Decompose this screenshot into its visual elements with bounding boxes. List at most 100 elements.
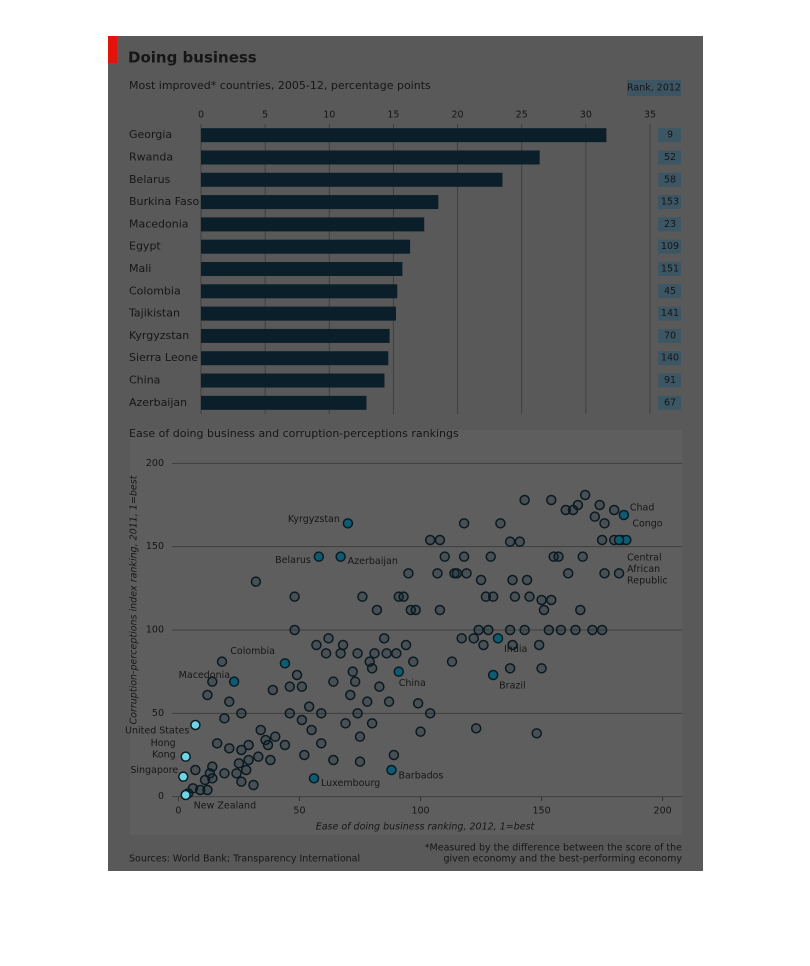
point xyxy=(446,656,458,667)
point xyxy=(279,658,291,669)
point xyxy=(575,604,586,616)
x-tick-label: 10 xyxy=(323,110,335,121)
bar xyxy=(201,239,411,254)
point xyxy=(316,708,327,719)
rank: 23 xyxy=(664,219,676,230)
point-label: Congo xyxy=(632,519,662,530)
bar xyxy=(201,328,390,343)
point xyxy=(538,604,550,616)
rank: 52 xyxy=(664,152,676,163)
point-label: Colombia xyxy=(230,646,275,657)
point xyxy=(323,633,334,644)
point xyxy=(362,696,373,707)
point xyxy=(388,749,400,761)
x-tick-label: 35 xyxy=(644,110,656,121)
rank: 109 xyxy=(661,241,679,252)
bar xyxy=(201,306,396,321)
point xyxy=(398,591,409,602)
x-tick-label: 25 xyxy=(516,110,528,121)
point xyxy=(514,536,526,547)
bar xyxy=(201,284,398,299)
point xyxy=(262,739,274,751)
point xyxy=(536,594,547,606)
point xyxy=(458,551,470,562)
point xyxy=(458,518,470,529)
point xyxy=(178,771,189,782)
point xyxy=(328,754,339,766)
point xyxy=(316,738,327,749)
subtitle: Most improved* countries, 2005-12, perce… xyxy=(129,79,431,92)
y-tick-label: Sierra Leone xyxy=(129,351,198,364)
point xyxy=(335,648,346,659)
y-tick-label: 150 xyxy=(146,541,164,552)
point xyxy=(393,666,404,677)
point xyxy=(202,784,213,796)
rank: 151 xyxy=(661,264,679,275)
rank-box xyxy=(658,128,681,143)
point xyxy=(311,639,322,651)
y-tick-label: Rwanda xyxy=(129,150,173,163)
point-label: Kyrgyzstan xyxy=(288,514,340,525)
point xyxy=(560,504,572,516)
point xyxy=(570,624,581,636)
point xyxy=(383,696,395,707)
scatter-title: Ease of doing business and corruption-pe… xyxy=(129,427,459,440)
point xyxy=(296,681,308,692)
rank: 140 xyxy=(661,353,679,364)
bar xyxy=(201,351,389,366)
point xyxy=(180,751,191,762)
point xyxy=(432,568,443,579)
bar xyxy=(201,373,385,388)
point xyxy=(519,494,530,506)
x-tick-label: 50 xyxy=(293,806,305,817)
y-tick-label: Kyrgyzstan xyxy=(129,329,189,342)
y-tick-label: Egypt xyxy=(129,240,161,253)
point xyxy=(468,633,480,644)
rank: 153 xyxy=(661,197,679,208)
point xyxy=(228,676,240,687)
rank: 67 xyxy=(664,397,676,408)
point xyxy=(461,568,472,579)
point xyxy=(536,663,547,674)
point xyxy=(410,604,421,616)
x-label: Ease of doing business ranking, 2012, 1=… xyxy=(316,822,536,833)
point xyxy=(492,633,504,644)
point xyxy=(354,756,366,767)
y-tick-label: Burkina Faso xyxy=(129,195,199,208)
x-tick-label: 150 xyxy=(533,806,551,817)
rank: 70 xyxy=(664,330,676,341)
point xyxy=(207,676,218,687)
point xyxy=(231,768,242,779)
x-tick-label: 100 xyxy=(411,806,429,817)
rank-box xyxy=(658,195,681,210)
point xyxy=(613,534,625,546)
bar xyxy=(201,172,503,187)
point xyxy=(434,604,446,616)
point xyxy=(487,591,499,602)
point xyxy=(572,499,584,511)
point xyxy=(352,708,363,719)
point xyxy=(412,698,424,709)
point xyxy=(524,591,535,602)
point xyxy=(279,739,291,751)
point xyxy=(236,776,247,787)
point xyxy=(507,639,518,651)
y-label: Corruption-perceptions index ranking, 20… xyxy=(129,474,140,724)
point xyxy=(211,738,223,749)
point xyxy=(366,663,378,674)
point xyxy=(555,624,567,636)
point xyxy=(347,666,358,677)
point-label: Luxembourg xyxy=(321,778,380,789)
point xyxy=(289,624,300,636)
point xyxy=(352,648,363,659)
point xyxy=(504,624,516,636)
point-label: Central xyxy=(627,553,662,564)
y-tick-label: 100 xyxy=(146,625,164,636)
title: Doing business xyxy=(128,49,257,67)
point xyxy=(543,624,555,636)
point xyxy=(391,648,402,659)
point xyxy=(366,718,378,729)
point xyxy=(553,551,564,562)
point-label: Singapore xyxy=(130,765,178,776)
point-label: India xyxy=(504,644,527,655)
